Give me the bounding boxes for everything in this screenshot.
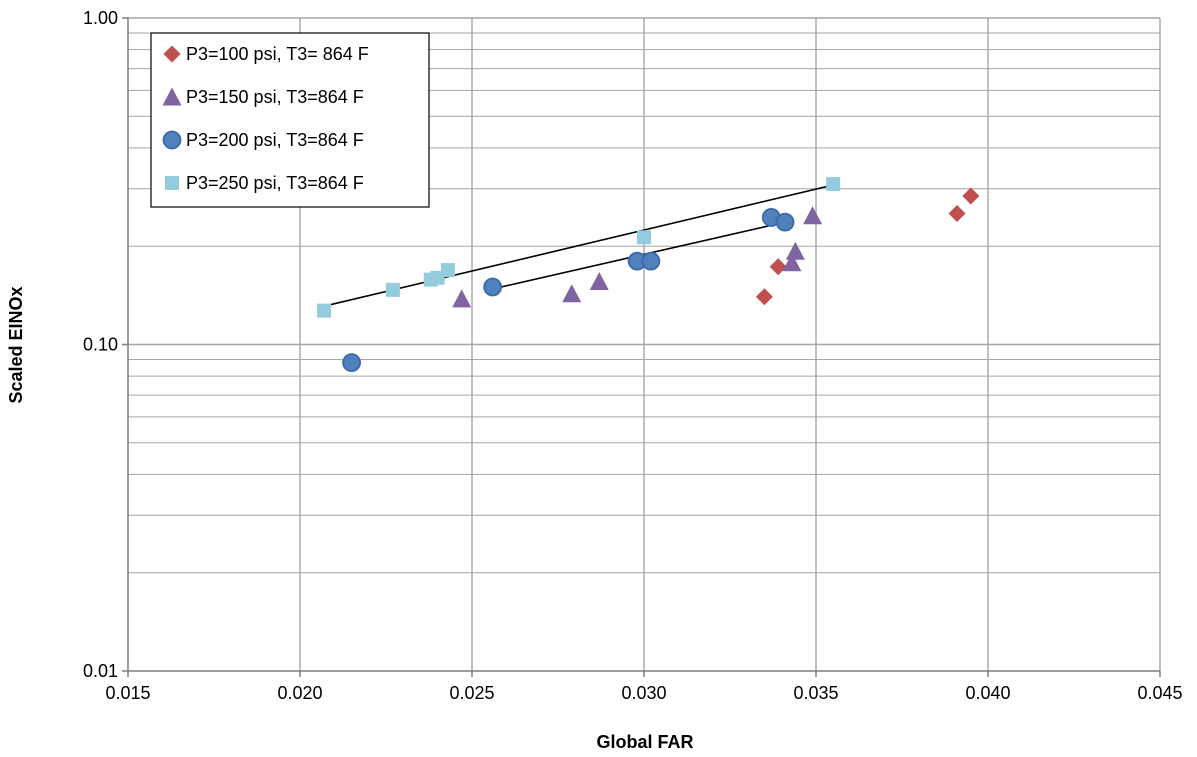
data-point-series-2 bbox=[803, 206, 823, 225]
legend-marker-series-2 bbox=[162, 87, 182, 106]
data-point-series-1 bbox=[769, 258, 787, 276]
legend-marker-series-1 bbox=[163, 45, 181, 63]
y-tick-label: 1.00 bbox=[83, 8, 118, 28]
data-points bbox=[317, 177, 980, 373]
x-tick-label: 0.045 bbox=[1137, 683, 1182, 703]
x-tick-label: 0.025 bbox=[449, 683, 494, 703]
data-point-series-2 bbox=[785, 241, 805, 260]
legend-marker-series-3 bbox=[162, 130, 182, 150]
data-point-series-4 bbox=[440, 263, 455, 278]
data-point-series-1 bbox=[948, 204, 966, 222]
data-point-series-4 bbox=[637, 230, 651, 245]
data-point-series-3 bbox=[641, 251, 661, 271]
data-point-series-3 bbox=[775, 212, 795, 232]
y-tick-label: 0.10 bbox=[83, 335, 118, 355]
legend-label-series-3: P3=200 psi, T3=864 F bbox=[186, 130, 364, 150]
data-point-series-1 bbox=[755, 288, 773, 306]
data-point-series-3 bbox=[483, 277, 503, 297]
data-point-series-2 bbox=[589, 271, 609, 290]
data-point-series-2 bbox=[562, 284, 582, 303]
legend: P3=100 psi, T3= 864 F P3=150 psi, T3=864 … bbox=[150, 32, 430, 208]
x-tick-label: 0.040 bbox=[965, 683, 1010, 703]
y-axis-title: Scaled EINOx bbox=[6, 286, 26, 403]
legend-label-series-4: P3=250 psi, T3=864 F bbox=[186, 173, 364, 193]
data-point-series-4 bbox=[826, 177, 841, 192]
data-point-series-3 bbox=[342, 353, 362, 373]
legend-label-series-1: P3=100 psi, T3= 864 F bbox=[186, 44, 369, 64]
data-point-series-1 bbox=[962, 187, 980, 205]
data-point-series-4 bbox=[317, 303, 332, 318]
legend-label-series-2: P3=150 psi, T3=864 F bbox=[186, 87, 364, 107]
data-point-series-2 bbox=[782, 253, 802, 272]
axes bbox=[122, 17, 1161, 677]
tick-labels: 0.015 0.020 0.025 0.030 0.035 0.040 0.045 0.01 0… bbox=[83, 8, 1183, 703]
trendline bbox=[323, 184, 834, 307]
data-point-series-4 bbox=[385, 282, 400, 297]
legend-box bbox=[150, 32, 430, 208]
legend-marker-series-4 bbox=[165, 176, 179, 190]
x-tick-label: 0.035 bbox=[793, 683, 838, 703]
y-tick-label: 0.01 bbox=[83, 661, 118, 681]
x-tick-label: 0.030 bbox=[621, 683, 666, 703]
gridlines bbox=[128, 17, 1161, 671]
data-point-series-2 bbox=[452, 289, 472, 308]
x-tick-label: 0.015 bbox=[105, 683, 150, 703]
x-axis-title: Global FAR bbox=[596, 732, 693, 752]
x-tick-label: 0.020 bbox=[277, 683, 322, 703]
